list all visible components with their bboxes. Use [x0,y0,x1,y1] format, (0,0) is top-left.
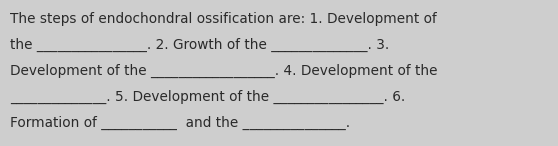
Text: The steps of endochondral ossification are: 1. Development of: The steps of endochondral ossification a… [10,12,437,26]
Text: Formation of ___________  and the _______________.: Formation of ___________ and the _______… [10,116,350,130]
Text: the ________________. 2. Growth of the ______________. 3.: the ________________. 2. Growth of the _… [10,38,389,52]
Text: Development of the __________________. 4. Development of the: Development of the __________________. 4… [10,64,437,78]
Text: ______________. 5. Development of the ________________. 6.: ______________. 5. Development of the __… [10,90,405,104]
